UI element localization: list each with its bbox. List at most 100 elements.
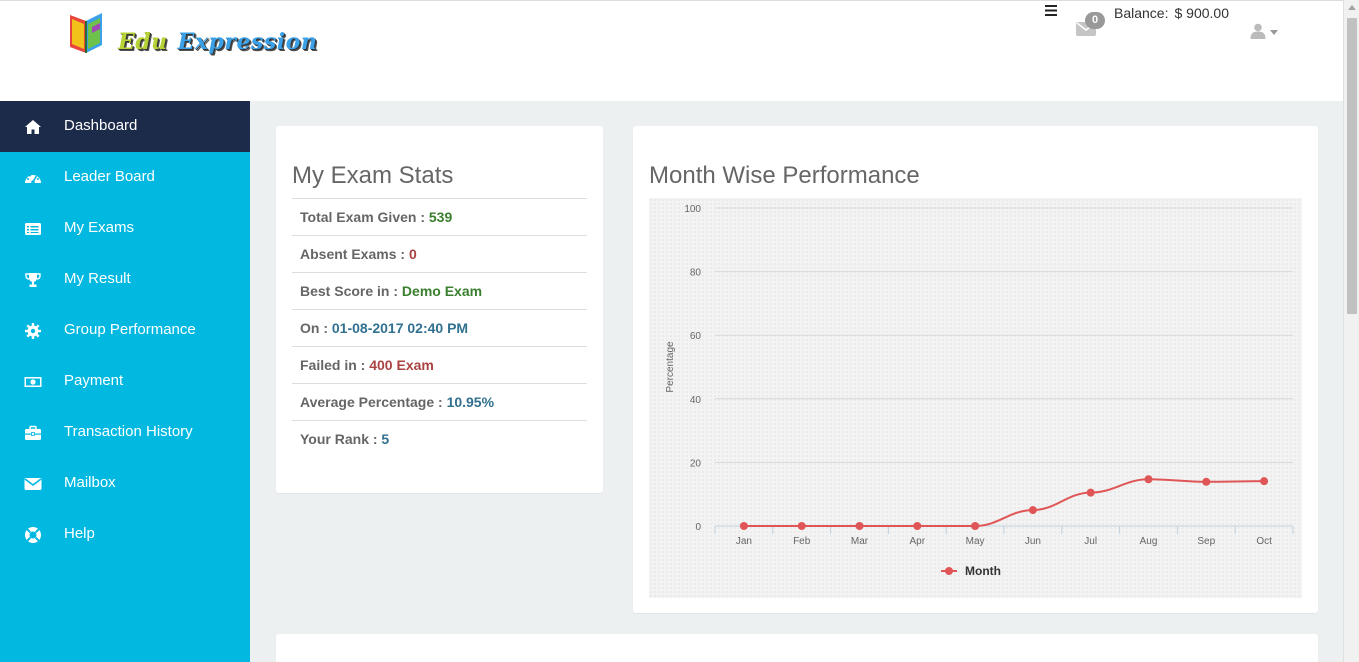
stat-label: Best Score in :	[300, 283, 402, 299]
x-tick-label: Jan	[736, 536, 752, 547]
stat-label: Absent Exams :	[300, 246, 409, 262]
sidebar-item-label: Transaction History	[64, 423, 193, 440]
home-icon	[25, 120, 41, 134]
stat-value: 0	[408, 246, 417, 262]
x-tick-label: Aug	[1140, 536, 1158, 547]
stat-value: 01-08-2017 02:40 PM	[331, 320, 469, 336]
sidebar-item-leader-board[interactable]: Leader Board	[0, 152, 250, 203]
stat-label: Total Exam Given :	[300, 209, 429, 225]
month-performance-chart: 0 20 40 60 80 100 Jan Feb Mar Apr May Jun Jul Aug Sep O…	[649, 198, 1302, 598]
sidebar-item-mailbox[interactable]: Mailbox	[0, 458, 250, 509]
sidebar-item-my-exams[interactable]: My Exams	[0, 203, 250, 254]
sidebar-item-label: Mailbox	[64, 474, 116, 491]
page-scrollbar[interactable]	[1343, 0, 1359, 662]
logo-text: Edu Expression	[118, 29, 317, 55]
data-point	[1202, 477, 1211, 486]
mail-count-badge: 0	[1085, 12, 1105, 29]
y-tick-label: 40	[690, 395, 702, 406]
y-tick-label: 0	[695, 522, 701, 533]
x-tick-label: Jul	[1084, 536, 1097, 547]
sidebar-item-label: Leader Board	[64, 168, 155, 185]
user-icon	[1250, 23, 1266, 39]
stat-average-percentage: Average Percentage : 10.95%	[292, 384, 587, 421]
sidebar-item-label: Payment	[64, 372, 124, 389]
money-icon	[24, 377, 42, 387]
stat-label: Average Percentage :	[300, 394, 447, 410]
user-menu-dropdown[interactable]	[1250, 23, 1280, 41]
sidebar-item-label: My Result	[64, 270, 131, 287]
x-tick-label: May	[966, 536, 985, 547]
exam-stats-card: My Exam Stats Total Exam Given : 539 Abs…	[276, 126, 603, 493]
x-tick-label: Sep	[1197, 536, 1215, 547]
stat-total-exam-given: Total Exam Given : 539	[292, 199, 587, 236]
data-point	[1086, 488, 1095, 497]
y-tick-label: 100	[684, 204, 701, 215]
series-line	[743, 478, 1265, 527]
line-chart-svg: 0 20 40 60 80 100 Jan Feb Mar Apr May Jun Jul Aug Sep O…	[665, 204, 1294, 578]
list-alt-icon	[25, 223, 41, 235]
stat-label: On :	[300, 320, 332, 336]
trophy-icon	[25, 273, 41, 287]
edu-expression-logo[interactable]: Edu Expression	[66, 9, 317, 57]
balance-display: Balance: $ 900.00	[1114, 5, 1229, 21]
month-performance-card: Month Wise Performance 0 20 40 60 80 100 Jan Fe…	[633, 126, 1318, 613]
exam-stats-title: My Exam Stats	[292, 162, 454, 189]
data-point	[1144, 475, 1153, 484]
balance-value: $ 900.00	[1174, 5, 1229, 21]
gear-icon	[25, 323, 41, 339]
sidebar-item-transaction-history[interactable]: Transaction History	[0, 407, 250, 458]
sidebar-nav: Dashboard Leader Board My Exams My Resul…	[0, 101, 250, 662]
caret-down-icon	[1270, 30, 1278, 35]
sidebar-item-label: Group Performance	[64, 321, 196, 338]
legend-label: Month	[965, 564, 1001, 578]
sidebar-item-dashboard[interactable]: Dashboard	[0, 101, 250, 152]
data-point	[855, 522, 864, 530]
scrollbar-thumb[interactable]	[1347, 18, 1357, 314]
x-tick-label: Apr	[910, 536, 926, 547]
y-tick-label: 60	[690, 331, 702, 342]
stat-absent-exams: Absent Exams : 0	[292, 236, 587, 273]
bottom-panel	[276, 634, 1318, 662]
legend-marker	[945, 567, 953, 575]
stat-failed-in: Failed in : 400 Exam	[292, 347, 587, 384]
stat-label: Failed in :	[300, 357, 370, 373]
stat-value: 539	[428, 209, 453, 225]
data-point	[797, 522, 806, 530]
exam-stats-list: Total Exam Given : 539 Absent Exams : 0 …	[292, 198, 587, 458]
sidebar-item-group-performance[interactable]: Group Performance	[0, 305, 250, 356]
y-tick-label: 80	[690, 268, 702, 279]
sidebar-item-payment[interactable]: Payment	[0, 356, 250, 407]
data-point	[913, 522, 922, 530]
logo-word-1: Edu	[118, 29, 168, 55]
dashboard-gauge-icon	[25, 173, 41, 184]
logo-word-2: Expression	[177, 29, 318, 55]
x-tick-label: Oct	[1256, 536, 1272, 547]
stat-label: Your Rank :	[300, 431, 382, 447]
stat-value: Demo Exam	[401, 283, 483, 299]
stat-value: 10.95%	[446, 394, 495, 410]
sidebar-item-label: My Exams	[64, 219, 135, 236]
stat-best-score: Best Score in : Demo Exam	[292, 273, 587, 310]
sidebar-item-help[interactable]: Help	[0, 509, 250, 560]
lifebuoy-icon	[25, 527, 41, 543]
x-tick-label: Mar	[851, 536, 869, 547]
hamburger-icon[interactable]	[1045, 5, 1057, 19]
book-logo-icon	[70, 13, 102, 53]
x-tick-label: Jun	[1025, 536, 1041, 547]
scroll-up-arrow-icon[interactable]	[1348, 5, 1356, 10]
briefcase-icon	[25, 425, 41, 440]
y-axis-label: Percentage	[665, 341, 676, 393]
stat-value: 5	[381, 431, 390, 447]
data-point	[739, 522, 748, 530]
x-tick-label: Feb	[793, 536, 811, 547]
month-performance-title: Month Wise Performance	[649, 162, 920, 189]
balance-label: Balance:	[1114, 5, 1169, 21]
y-tick-label: 20	[690, 458, 702, 469]
stat-value: 400 Exam	[369, 357, 434, 373]
sidebar-item-my-result[interactable]: My Result	[0, 254, 250, 305]
data-point	[1260, 477, 1269, 486]
envelope-icon	[24, 478, 42, 490]
data-point	[971, 522, 980, 530]
sidebar-item-label: Help	[64, 525, 95, 542]
stat-your-rank: Your Rank : 5	[292, 421, 587, 458]
